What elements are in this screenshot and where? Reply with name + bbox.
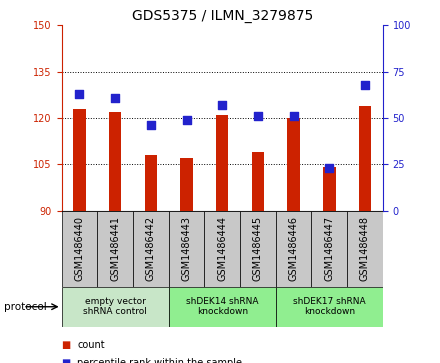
Text: GSM1486443: GSM1486443 bbox=[182, 216, 191, 281]
Bar bbox=[109, 112, 121, 211]
Bar bbox=[276, 211, 312, 287]
Point bbox=[219, 102, 226, 108]
Bar bbox=[180, 158, 193, 211]
Bar bbox=[62, 211, 97, 287]
Text: ■: ■ bbox=[62, 358, 71, 363]
Bar bbox=[323, 167, 336, 211]
Point bbox=[361, 82, 368, 87]
Text: protocol: protocol bbox=[4, 302, 47, 312]
Text: GSM1486446: GSM1486446 bbox=[289, 216, 299, 281]
Title: GDS5375 / ILMN_3279875: GDS5375 / ILMN_3279875 bbox=[132, 9, 313, 23]
Text: percentile rank within the sample: percentile rank within the sample bbox=[77, 358, 242, 363]
Text: empty vector
shRNA control: empty vector shRNA control bbox=[83, 297, 147, 317]
Text: shDEK14 shRNA
knockdown: shDEK14 shRNA knockdown bbox=[186, 297, 258, 317]
Text: GSM1486447: GSM1486447 bbox=[324, 216, 334, 281]
Bar bbox=[312, 211, 347, 287]
Bar bbox=[62, 287, 169, 327]
Text: GSM1486440: GSM1486440 bbox=[74, 216, 84, 281]
Point bbox=[254, 113, 261, 119]
Text: GSM1486441: GSM1486441 bbox=[110, 216, 120, 281]
Bar bbox=[73, 109, 86, 211]
Bar bbox=[347, 211, 383, 287]
Point bbox=[290, 113, 297, 119]
Bar bbox=[276, 287, 383, 327]
Point bbox=[326, 165, 333, 171]
Point bbox=[183, 117, 190, 123]
Bar bbox=[240, 211, 276, 287]
Text: GSM1486442: GSM1486442 bbox=[146, 216, 156, 281]
Text: GSM1486448: GSM1486448 bbox=[360, 216, 370, 281]
Bar bbox=[204, 211, 240, 287]
Text: count: count bbox=[77, 340, 105, 350]
Bar bbox=[169, 287, 276, 327]
Point bbox=[147, 122, 154, 128]
Point bbox=[76, 91, 83, 97]
Bar bbox=[145, 155, 157, 211]
Text: GSM1486445: GSM1486445 bbox=[253, 216, 263, 281]
Bar bbox=[216, 115, 228, 211]
Text: shDEK17 shRNA
knockdown: shDEK17 shRNA knockdown bbox=[293, 297, 366, 317]
Point bbox=[112, 95, 119, 101]
Bar bbox=[133, 211, 169, 287]
Bar bbox=[169, 211, 204, 287]
Text: GSM1486444: GSM1486444 bbox=[217, 216, 227, 281]
Text: ■: ■ bbox=[62, 340, 71, 350]
Bar bbox=[97, 211, 133, 287]
Bar bbox=[359, 106, 371, 211]
Bar bbox=[252, 152, 264, 211]
Bar bbox=[287, 118, 300, 211]
